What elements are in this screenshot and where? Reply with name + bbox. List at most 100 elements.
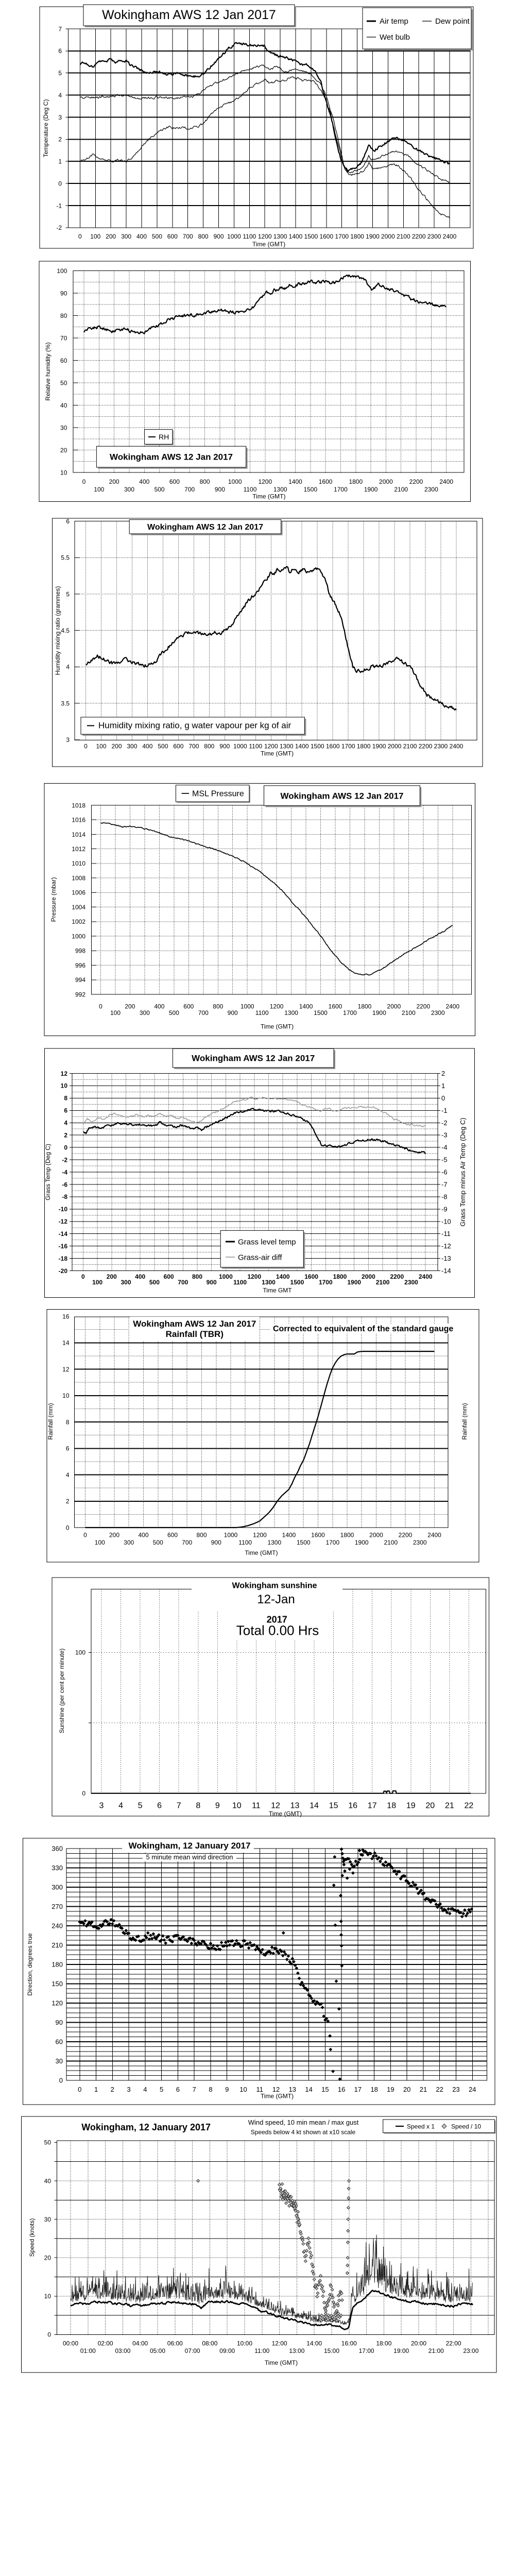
svg-text:1500: 1500	[303, 486, 317, 493]
svg-text:0: 0	[47, 2331, 51, 2338]
svg-text:300: 300	[124, 1539, 134, 1546]
svg-text:Wokingham AWS 12 Jan 2017: Wokingham AWS 12 Jan 2017	[110, 452, 233, 462]
svg-text:10: 10	[60, 469, 67, 476]
svg-text:3: 3	[58, 114, 62, 121]
svg-text:Speed (knots): Speed (knots)	[28, 2218, 36, 2257]
svg-text:Time (GMT): Time (GMT)	[245, 1549, 278, 1556]
svg-text:40: 40	[60, 402, 67, 409]
svg-text:1: 1	[94, 2086, 98, 2093]
svg-text:1000: 1000	[241, 1003, 254, 1010]
svg-text:-20: -20	[59, 1267, 68, 1275]
svg-text:30: 30	[60, 424, 67, 431]
svg-text:90: 90	[60, 290, 67, 297]
svg-text:1000: 1000	[233, 742, 247, 750]
svg-text:1800: 1800	[350, 233, 364, 240]
svg-text:1600: 1600	[319, 233, 333, 240]
svg-text:8: 8	[209, 2086, 212, 2093]
svg-text:1400: 1400	[282, 1532, 296, 1539]
svg-text:Dew point: Dew point	[435, 17, 470, 26]
svg-text:500: 500	[153, 1539, 163, 1546]
svg-text:600: 600	[167, 1532, 178, 1539]
svg-text:11:00: 11:00	[254, 2347, 269, 2354]
svg-text:500: 500	[154, 486, 165, 493]
svg-text:400: 400	[138, 1532, 148, 1539]
svg-text:900: 900	[215, 486, 225, 493]
svg-text:2300: 2300	[431, 1009, 445, 1016]
svg-text:500: 500	[169, 1009, 179, 1016]
svg-text:0: 0	[84, 742, 88, 750]
svg-text:Time (GMT): Time (GMT)	[261, 1023, 294, 1030]
svg-text:1100: 1100	[249, 742, 262, 750]
svg-text:Wokingham AWS 12 Jan 2017: Wokingham AWS 12 Jan 2017	[133, 1319, 256, 1329]
svg-text:12: 12	[62, 1366, 70, 1373]
svg-text:20: 20	[60, 447, 67, 454]
svg-text:400: 400	[139, 478, 149, 485]
svg-text:5: 5	[58, 70, 62, 77]
svg-text:09:00: 09:00	[219, 2347, 235, 2354]
svg-text:1008: 1008	[72, 875, 85, 882]
svg-text:Wokingham AWS 12 Jan 2017: Wokingham AWS 12 Jan 2017	[280, 791, 403, 801]
svg-text:2200: 2200	[416, 1003, 430, 1010]
svg-text:30: 30	[44, 2216, 52, 2223]
svg-text:998: 998	[75, 947, 85, 955]
svg-text:20: 20	[44, 2255, 52, 2262]
svg-text:Time (GMT): Time (GMT)	[252, 241, 285, 248]
svg-text:1700: 1700	[341, 742, 355, 750]
svg-text:20:00: 20:00	[411, 2340, 426, 2347]
svg-text:Rainfall (mm): Rainfall (mm)	[47, 1403, 54, 1439]
svg-text:20: 20	[403, 2086, 410, 2093]
svg-text:2300: 2300	[427, 233, 441, 240]
svg-text:1300: 1300	[273, 486, 287, 493]
svg-text:10: 10	[44, 2293, 52, 2300]
svg-text:300: 300	[124, 486, 134, 493]
svg-text:100: 100	[110, 1009, 121, 1016]
svg-text:Time (GMT): Time (GMT)	[269, 1810, 302, 1817]
svg-text:360: 360	[52, 1845, 63, 1853]
svg-text:400: 400	[142, 742, 152, 750]
svg-text:10:00: 10:00	[237, 2340, 252, 2347]
svg-text:400: 400	[136, 233, 147, 240]
svg-text:1500: 1500	[311, 742, 324, 750]
svg-text:1100: 1100	[238, 1539, 252, 1546]
svg-text:200: 200	[109, 1532, 119, 1539]
svg-text:16: 16	[348, 1802, 357, 1810]
svg-text:22:00: 22:00	[446, 2340, 461, 2347]
svg-text:02:00: 02:00	[98, 2340, 113, 2347]
svg-text:1800: 1800	[357, 742, 371, 750]
svg-text:23: 23	[452, 2086, 459, 2093]
svg-text:14: 14	[62, 1340, 70, 1347]
svg-text:23:00: 23:00	[463, 2347, 478, 2354]
svg-text:1300: 1300	[280, 742, 294, 750]
svg-text:6: 6	[66, 1445, 70, 1452]
svg-text:2100: 2100	[403, 742, 417, 750]
svg-text:600: 600	[169, 478, 180, 485]
svg-text:0: 0	[83, 1532, 87, 1539]
svg-text:4: 4	[64, 1120, 67, 1127]
svg-text:300: 300	[127, 742, 137, 750]
svg-text:2100: 2100	[394, 486, 408, 493]
svg-text:2300: 2300	[413, 1539, 427, 1546]
svg-text:2200: 2200	[409, 478, 423, 485]
svg-text:-14: -14	[441, 1267, 451, 1275]
svg-text:18:00: 18:00	[376, 2340, 391, 2347]
svg-text:40: 40	[44, 2177, 52, 2184]
svg-text:60: 60	[60, 357, 67, 364]
svg-text:0: 0	[78, 2086, 81, 2093]
svg-text:2000: 2000	[369, 1532, 383, 1539]
svg-text:2100: 2100	[397, 233, 410, 240]
svg-text:6: 6	[58, 47, 62, 55]
svg-text:120: 120	[52, 1999, 63, 2007]
svg-text:1100: 1100	[255, 1009, 269, 1016]
svg-text:5: 5	[138, 1802, 143, 1810]
svg-text:4: 4	[66, 1471, 70, 1479]
svg-text:9: 9	[225, 2086, 229, 2093]
svg-text:1018: 1018	[72, 802, 85, 809]
svg-text:20: 20	[425, 1802, 435, 1810]
svg-text:21: 21	[445, 1802, 454, 1810]
svg-text:Wet bulb: Wet bulb	[380, 33, 410, 42]
svg-text:8: 8	[196, 1802, 200, 1810]
svg-text:24: 24	[469, 2086, 476, 2093]
svg-text:1200: 1200	[270, 1003, 284, 1010]
svg-text:100: 100	[96, 742, 106, 750]
svg-text:12: 12	[271, 1802, 280, 1810]
